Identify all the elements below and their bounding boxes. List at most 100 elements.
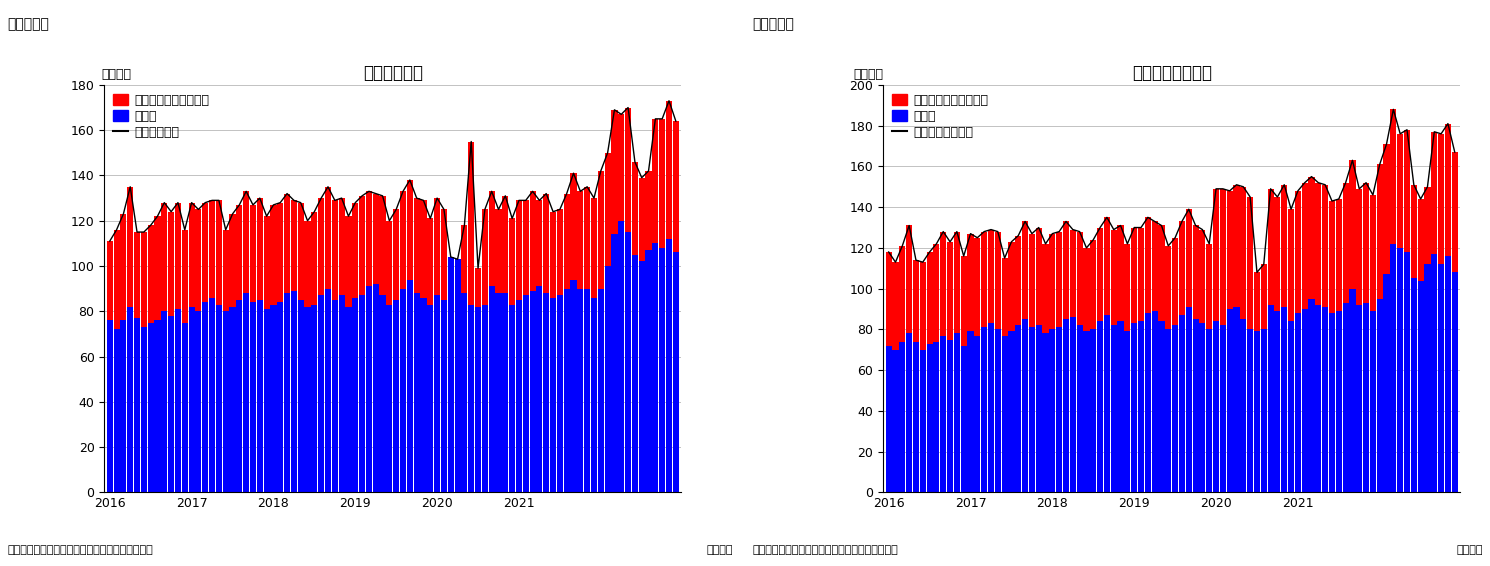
Bar [502,196,508,293]
Bar [1205,244,1213,329]
Bar [502,293,508,492]
Bar [1302,183,1308,309]
Bar [420,200,426,298]
Bar [209,298,215,492]
Bar [216,200,222,305]
Bar [1125,244,1131,332]
Bar [927,344,933,492]
Bar [510,218,516,305]
Text: （月次）: （月次） [1456,544,1483,555]
Bar [974,336,980,492]
Bar [1097,228,1103,321]
Bar [988,323,994,492]
Bar [1158,225,1165,321]
Bar [1173,238,1179,325]
Bar [298,300,304,492]
Bar [1438,134,1444,264]
Bar [291,291,297,492]
Bar [893,350,898,492]
Bar [1152,311,1158,492]
Bar [988,230,994,323]
Bar [1192,319,1198,492]
Bar [1281,185,1287,307]
Bar [1152,221,1158,311]
Bar [1329,313,1335,492]
Bar [161,311,167,492]
Bar [332,300,338,492]
Bar [1316,305,1322,492]
Bar [1240,319,1247,492]
Bar [995,231,1001,329]
Bar [1445,123,1451,256]
Bar [632,162,638,255]
Bar [597,171,603,289]
Bar [277,203,283,302]
Bar [1118,321,1123,492]
Bar [113,230,119,329]
Text: （資料）センサス局よりニッセイ基礎研究所作成: （資料）センサス局よりニッセイ基礎研究所作成 [7,544,153,555]
Bar [1179,221,1185,315]
Bar [1144,217,1150,313]
Bar [1226,191,1232,309]
Text: （図表１）: （図表１） [7,17,49,31]
Bar [1369,311,1375,492]
Bar [1322,307,1328,492]
Bar [1049,329,1055,492]
Bar [639,178,645,261]
Bar [1308,299,1314,492]
Bar [1316,183,1322,305]
Bar [1356,189,1362,305]
Bar [1287,321,1295,492]
Bar [1056,231,1062,327]
Bar [1138,228,1144,321]
Bar [1308,177,1314,299]
Bar [155,320,161,492]
Bar [1432,132,1438,254]
Bar [1377,164,1383,299]
Bar [919,350,925,492]
Bar [1226,309,1232,492]
Bar [325,289,331,492]
Bar [1179,315,1185,492]
Bar [1234,307,1240,492]
Bar [1247,329,1253,492]
Bar [1287,209,1295,321]
Bar [1363,303,1369,492]
Bar [1165,329,1171,492]
Bar [933,244,940,342]
Bar [510,305,516,492]
Bar [468,142,474,305]
Title: 住宅着工許可件数: 住宅着工許可件数 [1132,64,1211,82]
Bar [407,280,413,492]
Bar [481,209,487,305]
Bar [1255,272,1261,332]
Bar [1070,317,1076,492]
Bar [1220,189,1226,325]
Bar [1192,225,1198,319]
Bar [1220,325,1226,492]
Bar [550,212,556,298]
Bar [107,241,113,320]
Bar [243,293,249,492]
Bar [1056,327,1062,492]
Bar [237,205,243,300]
Text: （図表２）: （図表２） [752,17,794,31]
Bar [1165,246,1171,329]
Bar [597,289,603,492]
Bar [113,329,119,492]
Bar [961,346,967,492]
Bar [1131,323,1137,492]
Bar [1451,152,1457,272]
Bar [584,187,590,289]
Bar [571,173,577,280]
Bar [399,289,407,492]
Bar [475,268,481,307]
Bar [298,203,304,300]
Bar [611,234,617,492]
Bar [134,232,140,318]
Bar [563,289,569,492]
Bar [256,300,262,492]
Bar [447,257,454,492]
Bar [1390,244,1396,492]
Bar [913,260,919,342]
